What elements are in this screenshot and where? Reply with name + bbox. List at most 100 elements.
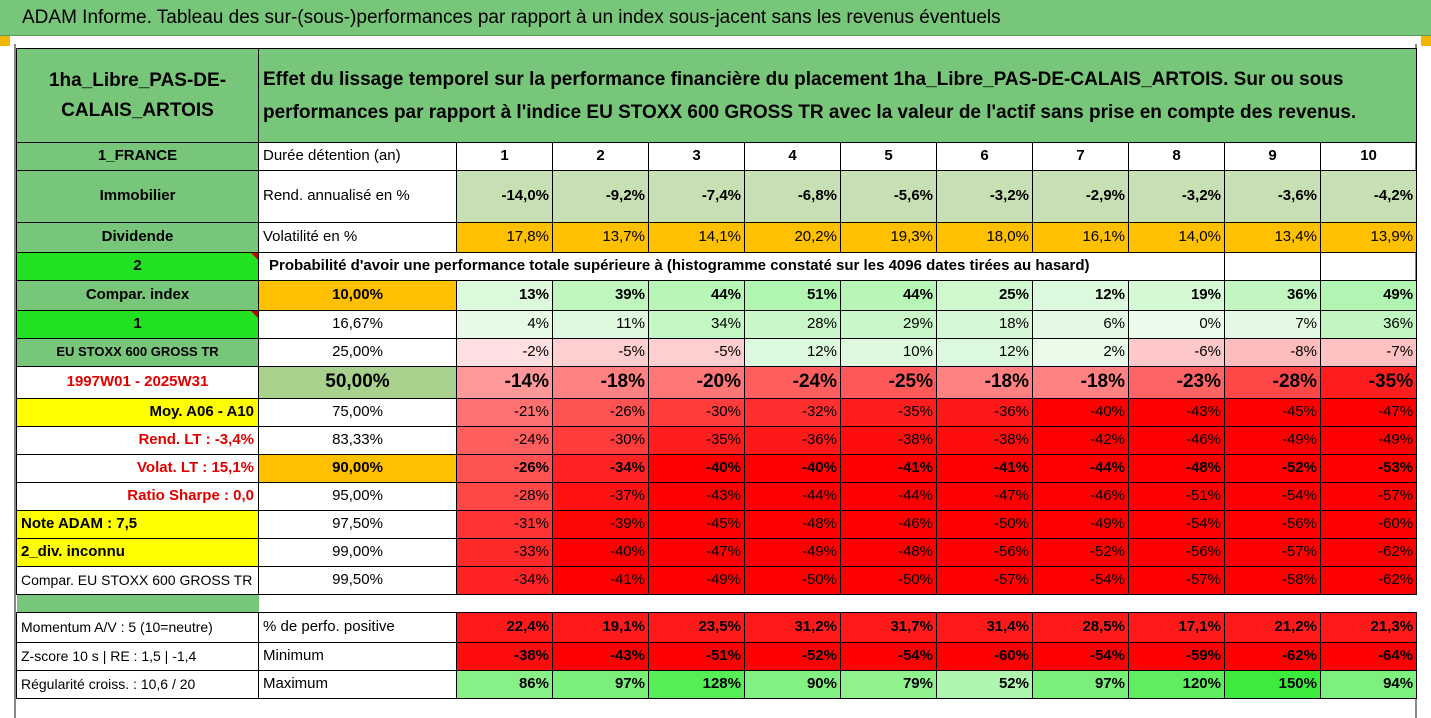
rend-cell: -2,9% [1032,170,1129,223]
percentile-value: -18% [936,366,1033,399]
percentile-value: -18% [1032,366,1129,399]
percentile-cell: 99,50% [258,566,457,595]
year-header: 1 [456,142,553,171]
percentile-value: -37% [552,482,649,511]
left-label-compar-full: Compar. EU STOXX 600 GROSS TR [16,566,259,595]
percentile-value: 49% [1319,280,1418,311]
percentile-value: -14% [456,366,553,399]
percentile-value: -54% [1032,566,1129,595]
percentile-value: 44% [648,280,745,311]
percentile-value: -38% [936,426,1033,455]
separator-cell [936,594,1033,613]
percentile-value: -39% [552,510,649,539]
report-title: ADAM Informe. Tableau des sur-(sous-)per… [0,0,1431,36]
maximum-label: Maximum [258,670,457,699]
percentile-value: -41% [840,454,937,483]
percentile-value: -62% [1319,566,1418,595]
perf-pos-label: % de perfo. positive [258,612,457,643]
year-header: 7 [1032,142,1129,171]
separator-cell [456,594,553,613]
percentile-value: -40% [744,454,841,483]
percentile-value: -54% [1224,482,1321,511]
percentile-value: -58% [1224,566,1321,595]
left-label-div: 2_div. inconnu [16,538,259,567]
year-header: 6 [936,142,1033,171]
percentile-value: -57% [1224,538,1321,567]
percentile-value: 25% [936,280,1033,311]
minimum-cell: -60% [936,642,1033,671]
percentile-value: 34% [648,310,745,339]
perf-pos-cell: 17,1% [1128,612,1225,643]
country-label: 1_FRANCE [16,142,259,171]
percentile-value: 12% [936,338,1033,367]
percentile-value: -48% [1128,454,1225,483]
percentile-value: -34% [552,454,649,483]
percentile-value: -7% [1319,338,1418,367]
percentile-value: -52% [1032,538,1129,567]
left-label-sharpe: Ratio Sharpe : 0,0 [16,482,259,511]
year-header: 4 [744,142,841,171]
percentile-value: 12% [1032,280,1129,311]
performance-table: 1ha_Libre_PAS-DE-CALAIS_ARTOIS Effet du … [16,48,1418,699]
percentile-value: -45% [1224,398,1321,427]
percentile-value: -24% [456,426,553,455]
minimum-cell: -52% [744,642,841,671]
percentile-value: -49% [744,538,841,567]
percentile-value: -47% [648,538,745,567]
percentile-value: -6% [1128,338,1225,367]
percentile-value: -44% [840,482,937,511]
percentile-value: 11% [552,310,649,339]
percentile-value: -48% [744,510,841,539]
percentile-value: -56% [936,538,1033,567]
percentile-value: -30% [552,426,649,455]
percentile-value: -35% [1319,366,1418,399]
rend-cell: -4,2% [1319,170,1418,223]
rend-cell: -3,2% [1128,170,1225,223]
percentile-cell: 16,67% [258,310,457,339]
percentile-value: -41% [552,566,649,595]
perf-pos-cell: 21,3% [1319,612,1418,643]
percentile-value: -62% [1319,538,1418,567]
percentile-value: -32% [744,398,841,427]
minimum-cell: -59% [1128,642,1225,671]
volat-cell: 20,2% [744,222,841,253]
left-label-volat-lt: Volat. LT : 15,1% [16,454,259,483]
percentile-value: -44% [744,482,841,511]
percentile-value: -30% [648,398,745,427]
percentile-value: -24% [744,366,841,399]
proba-label: Probabilité d'avoir une performance tota… [258,252,1225,281]
volat-cell: 17,8% [456,222,553,253]
minimum-cell: -43% [552,642,649,671]
percentile-value: 12% [744,338,841,367]
year-header: 9 [1224,142,1321,171]
perf-pos-cell: 19,1% [552,612,649,643]
empty-cell [1224,252,1321,281]
rend-cell: -9,2% [552,170,649,223]
maximum-cell: 52% [936,670,1033,699]
separator-cell [258,594,457,613]
left-label-momentum: Momentum A/V : 5 (10=neutre) [16,612,259,643]
percentile-value: -26% [552,398,649,427]
percentile-value: -53% [1319,454,1418,483]
maximum-cell: 128% [648,670,745,699]
percentile-value: -20% [648,366,745,399]
minimum-cell: -54% [840,642,937,671]
percentile-value: -35% [648,426,745,455]
perf-pos-cell: 23,5% [648,612,745,643]
percentile-value: -5% [552,338,649,367]
percentile-value: 7% [1224,310,1321,339]
left-label-one: 1 [16,310,259,339]
percentile-value: 0% [1128,310,1225,339]
volat-cell: 13,7% [552,222,649,253]
percentile-value: -45% [648,510,745,539]
percentile-value: -23% [1128,366,1225,399]
minimum-label: Minimum [258,642,457,671]
year-header: 2 [552,142,649,171]
percentile-value: -57% [936,566,1033,595]
year-header: 10 [1319,142,1418,171]
percentile-value: -49% [648,566,745,595]
percentile-value: -40% [552,538,649,567]
separator-cell [840,594,937,613]
volat-cell: 14,0% [1128,222,1225,253]
percentile-value: 10% [840,338,937,367]
